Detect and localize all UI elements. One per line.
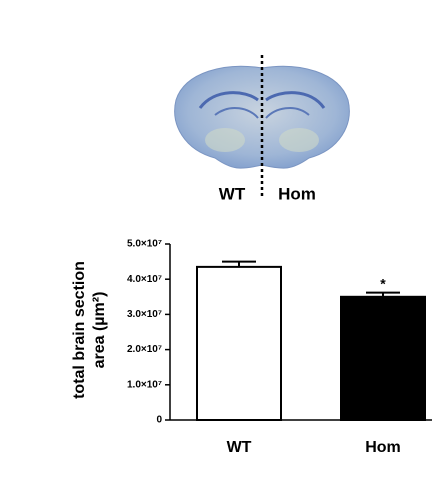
- y-axis-label: area (µm²): [91, 292, 108, 369]
- y-tick-label: 0: [156, 415, 162, 426]
- y-tick-label: 3.0×10⁷: [127, 309, 162, 320]
- bar: [196, 265, 282, 421]
- y-tick-label: 5.0×10⁷: [127, 239, 162, 250]
- y-axis-label: total brain section: [71, 261, 88, 399]
- brain-image: [174, 55, 350, 198]
- y-tick-label: 4.0×10⁷: [127, 274, 162, 285]
- y-tick-label: 2.0×10⁷: [127, 344, 162, 355]
- y-tick-label: 1.0×10⁷: [127, 379, 162, 390]
- image-label: WT: [219, 184, 246, 203]
- x-tick-label: WT: [227, 439, 252, 456]
- bar: [340, 295, 426, 421]
- x-tick-label: Hom: [365, 439, 401, 456]
- significance-marker: *: [380, 275, 386, 291]
- image-label: Hom: [278, 184, 316, 203]
